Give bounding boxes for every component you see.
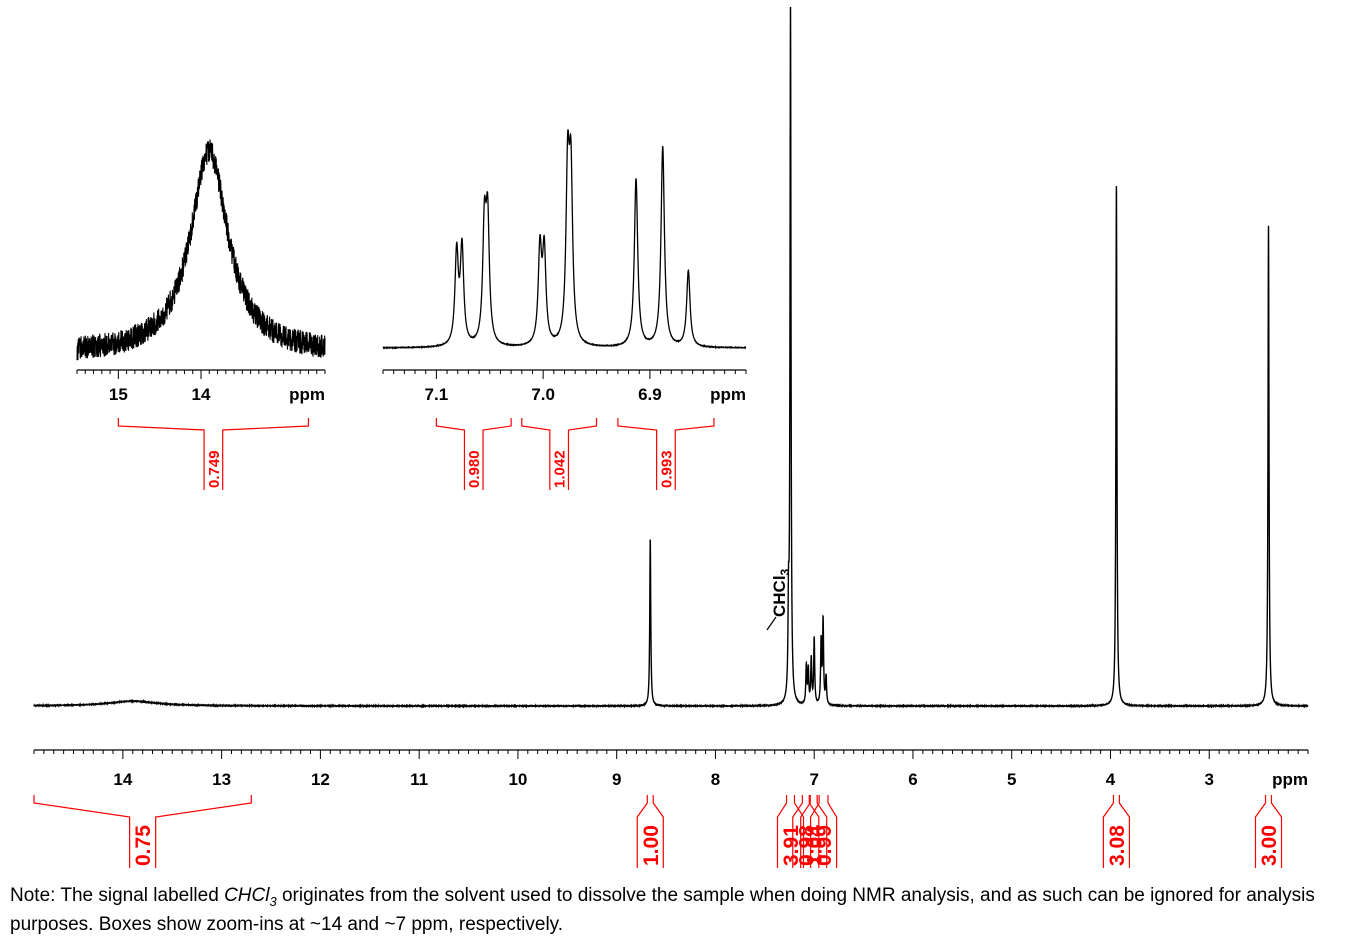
integral-value: 1.00 — [640, 825, 663, 866]
inset-14ppm-plot: 15 14 ppm 0.749 — [76, 139, 326, 490]
integral-value: 0.99 — [813, 825, 836, 866]
tick-label: 7.0 — [531, 385, 555, 404]
spectrum-trace — [76, 139, 326, 361]
footnote: Note: The signal labelled CHCl3 originat… — [10, 884, 1330, 936]
solvent-label: CHCl3 — [770, 568, 792, 617]
integral-value: 3.91 — [780, 825, 803, 866]
tick-label: 6 — [908, 770, 917, 789]
integral-value: 3.08 — [1106, 825, 1129, 866]
integral-value: 3.00 — [1258, 825, 1281, 866]
tick-label: 4 — [1106, 770, 1116, 789]
tick-label: 7.1 — [425, 385, 449, 404]
integral-value: 1.04 — [803, 825, 826, 866]
integral-bracket — [776, 795, 805, 868]
integral-value: 0.980 — [466, 450, 483, 488]
integral-bracket — [809, 795, 838, 868]
integral-bracket — [435, 418, 512, 490]
spectrum-trace — [33, 6, 1309, 709]
integral-bracket — [1254, 795, 1283, 868]
x-axis-label: ppm — [289, 385, 325, 404]
integral-bracket — [33, 795, 252, 868]
tick-label: 8 — [711, 770, 720, 789]
tick-label: 14 — [113, 770, 132, 789]
integral-bracket — [636, 795, 664, 868]
integral-bracket — [521, 418, 598, 490]
tick-label: 13 — [212, 770, 231, 789]
x-axis-label: ppm — [1272, 770, 1308, 789]
solvent-annotation: CHCl3 — [766, 568, 792, 631]
tick-label: 12 — [311, 770, 330, 789]
integral-bracket — [1102, 795, 1131, 868]
integral-value: 0.993 — [658, 450, 675, 488]
tick-label: 5 — [1007, 770, 1016, 789]
tick-label: 9 — [612, 770, 621, 789]
tick-label: 3 — [1205, 770, 1214, 789]
tick-label: 15 — [109, 385, 128, 404]
note-text-after: originates from the solvent used to diss… — [10, 885, 1315, 935]
tick-label: 10 — [508, 770, 527, 789]
tick-label: 14 — [192, 385, 211, 404]
note-text-before: Note: The signal labelled — [10, 885, 225, 906]
integral-bracket — [800, 795, 828, 868]
tick-label: 7 — [809, 770, 818, 789]
integral-value: 1.042 — [552, 450, 569, 488]
integral-bracket — [117, 418, 310, 490]
note-solvent-name: CHCl3 — [224, 885, 277, 909]
solvent-label-pointer — [766, 616, 777, 631]
integral-bracket — [792, 795, 820, 868]
spectrum-trace — [382, 129, 747, 350]
x-axis-label: ppm — [710, 385, 746, 404]
inset-7ppm-plot: 7.1 7.0 6.9 ppm 0.980 1.042 0.993 — [382, 129, 747, 490]
tick-label: 6.9 — [638, 385, 662, 404]
integral-value: 0.75 — [132, 825, 155, 866]
integral-value: 0.749 — [206, 450, 223, 488]
integral-bracket — [617, 418, 715, 490]
tick-label: 11 — [410, 770, 428, 789]
